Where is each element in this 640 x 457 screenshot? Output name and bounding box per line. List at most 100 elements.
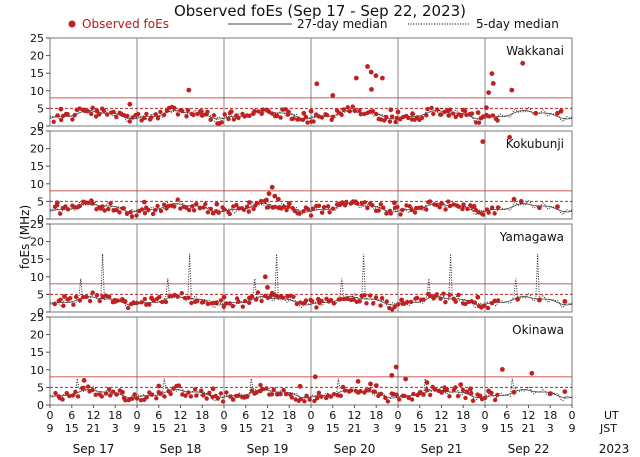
y-tick-label: 10 [30,364,44,377]
observed-point [54,200,60,206]
observed-point [305,206,311,212]
observed-point [460,387,466,393]
observed-point [308,108,314,114]
day-label: Sep 19 [247,442,289,456]
observed-point [311,119,316,124]
observed-point [547,391,553,397]
observed-point [84,294,89,300]
observed-point [77,298,83,303]
observed-point [157,294,162,300]
observed-point [81,378,87,383]
station-panels: 0 5 10 15 20 25 Wakkanai 0 5 10 15 20 25 Kokubunji 0 5 1… [30,32,573,412]
observed-point [201,393,206,398]
observed-point [314,305,319,310]
observed-point [286,109,291,115]
observed-point [141,199,147,205]
observed-point [59,117,64,123]
observed-point [63,204,68,209]
observed-point [191,208,197,213]
ut-tick-label: 18 [369,409,383,422]
observed-point [162,202,167,207]
observed-point [108,201,113,206]
jst-tick-label: 9 [47,422,54,435]
observed-point [320,210,325,215]
observed-point [490,113,496,118]
observed-point [406,395,411,400]
observed-point [533,110,539,116]
observed-point [155,116,161,121]
observed-point [264,386,269,391]
observed-point [205,109,210,115]
observed-point [51,119,56,125]
observed-point [296,116,302,122]
observed-point [278,115,283,120]
observed-point [312,374,318,380]
observed-point [515,296,520,302]
chart-title: Observed foEs (Sep 17 - Sep 22, 2023) [174,2,466,20]
observed-point [372,389,377,394]
observed-point [205,210,211,215]
observed-point [220,399,226,404]
jst-tick-label: 9 [134,422,141,435]
observed-point [99,394,105,399]
legend-median27-label: 27-day median [297,17,387,31]
day-label: Sep 22 [508,442,550,456]
observed-point [77,203,83,209]
observed-point [394,392,399,397]
observed-point [373,295,379,300]
observed-point [472,300,477,305]
observed-point [70,117,75,122]
ut-tick-label: 0 [569,409,576,422]
jst-tick-label: 3 [547,422,554,435]
observed-point [255,290,261,295]
observed-point [291,294,296,299]
observed-point [156,383,162,389]
observed-point [287,293,292,298]
observed-point [447,107,453,112]
observed-point [315,396,320,401]
observed-point [201,299,206,305]
jst-tick-label: 9 [482,422,489,435]
observed-point [384,299,389,304]
observed-point [117,210,122,215]
observed-point [236,299,241,304]
observed-point [429,105,434,111]
observed-point [495,298,501,303]
observed-point [424,113,429,118]
observed-point [205,301,211,307]
observed-point [85,200,91,205]
observed-point [301,209,306,214]
observed-point [434,202,439,208]
observed-point [214,300,219,305]
observed-point [345,105,350,110]
y-tick-label: 20 [30,329,44,342]
observed-point [492,211,497,216]
observed-point [90,387,95,393]
observed-point [215,396,220,401]
observed-point [111,109,116,115]
observed-point [365,64,370,69]
observed-point [480,212,486,217]
observed-point [114,114,119,120]
observed-point [52,301,57,307]
observed-point [188,394,194,399]
observed-point [431,294,437,299]
observed-point [240,304,245,309]
observed-point [337,202,343,208]
observed-point [305,120,310,125]
observed-point [342,203,348,208]
observed-point [73,294,79,300]
observed-point [400,207,405,213]
observed-point [247,300,252,305]
observed-point [175,294,180,299]
observed-point [158,391,163,396]
day-label: Sep 21 [421,442,463,456]
observed-point [350,104,355,109]
observed-point [129,214,135,219]
observed-point [438,296,443,301]
median27-line [49,110,573,120]
observed-point [441,291,446,296]
observed-point [395,109,401,115]
observed-point [179,291,184,296]
y-tick-label: 15 [30,67,44,80]
